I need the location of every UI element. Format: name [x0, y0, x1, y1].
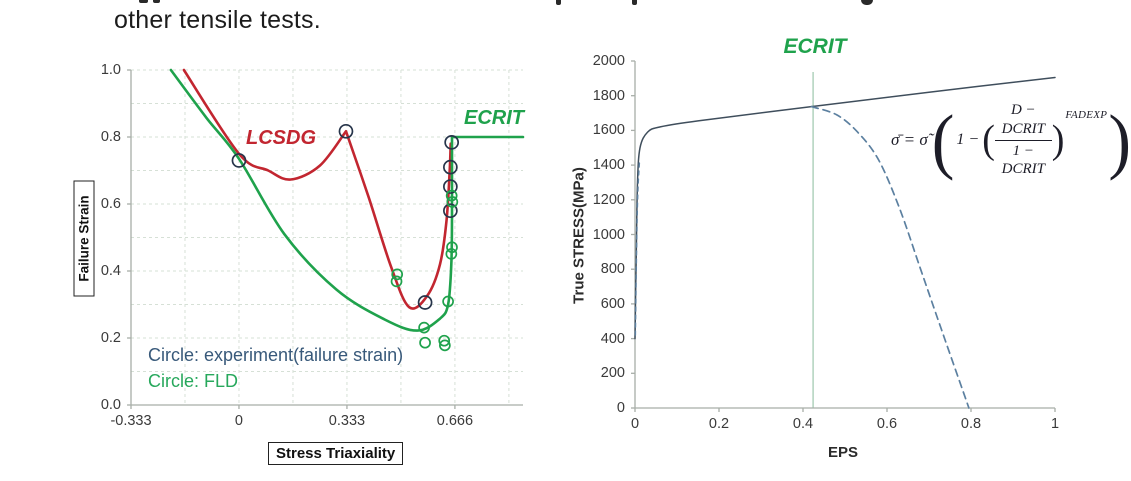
- x-tick-label: 0.8: [960, 416, 982, 432]
- y-tick-label: 0.6: [100, 196, 121, 212]
- fraction-numerator: D − DCRIT: [994, 101, 1052, 141]
- fld-point: [446, 241, 458, 254]
- y-tick-label: 1000: [592, 226, 625, 243]
- inner-close-paren: ): [1051, 117, 1065, 163]
- fld-point: [418, 321, 430, 334]
- cropped-text-remnant: [556, 0, 561, 5]
- x-tick-label: -0.333: [110, 413, 152, 429]
- fraction-denominator: 1 − DCRIT: [1001, 142, 1045, 178]
- ecrit-line-label-right: ECRIT: [783, 35, 847, 58]
- experiment-point: [444, 135, 460, 150]
- inner-open-paren: (: [982, 117, 995, 163]
- ecrit-fld-bound--curve: [169, 68, 525, 332]
- close-paren: ): [1108, 98, 1131, 182]
- experiment-point: [443, 203, 458, 219]
- fld-point: [445, 248, 458, 260]
- experiment-point: [231, 153, 247, 168]
- ecrit-curve-label-left: ECRIT: [464, 107, 524, 129]
- open-paren: (: [931, 98, 955, 182]
- x-tick-label: 1: [1050, 416, 1060, 432]
- lcsdg-curve-label: LCSDG: [246, 127, 316, 149]
- experiment-point: [443, 179, 458, 194]
- y-tick-label: 200: [600, 365, 625, 382]
- formula-fraction: D − DCRIT 1 − DCRIT: [994, 101, 1052, 179]
- formula-lhs: σ̄ = σ̃: [891, 130, 928, 149]
- failure-strain-plot-svg: [127, 68, 525, 409]
- cropped-text-remnant: [632, 0, 637, 5]
- formula-exponent: FADEXP: [1065, 109, 1108, 121]
- x-tick-label: 0.6: [876, 416, 898, 432]
- damage-softening-curve-curve: [810, 105, 970, 409]
- page-title: other tensile tests.: [114, 6, 321, 34]
- formula-one-minus: 1 −: [956, 131, 980, 148]
- experiment-point: [338, 123, 354, 139]
- damage-softening-formula: σ̄ = σ̃ ( 1 − ( D − DCRIT 1 − DCRIT ) FA…: [891, 101, 1131, 179]
- y-tick-label: 0: [616, 400, 625, 416]
- y-tick-label: 0.8: [100, 129, 121, 145]
- y-tick-label: 1600: [592, 122, 625, 139]
- stress-strain-plot-svg: [631, 60, 1056, 412]
- experiment-point: [443, 159, 458, 175]
- cropped-text-remnant: [139, 0, 148, 3]
- y-tick-label: 1400: [592, 157, 625, 174]
- cropped-text-remnant: [153, 0, 160, 3]
- fld-point: [391, 268, 404, 281]
- y-tick-label: 0.4: [100, 263, 121, 279]
- x-tick-label: 0.4: [792, 416, 814, 432]
- fld-point: [446, 196, 459, 208]
- fld-point: [445, 189, 458, 202]
- y-tick-label: 800: [600, 261, 625, 278]
- x-tick-label: 0: [630, 416, 640, 432]
- y-tick-label: 0.0: [100, 397, 121, 413]
- y-tick-label: 1.0: [100, 62, 121, 78]
- x-tick-label: 0.666: [436, 413, 474, 429]
- damage-curve-elastic-overlay-curve: [634, 159, 641, 336]
- y-tick-label: 400: [600, 330, 625, 347]
- cropped-text-remnant: [861, 0, 873, 5]
- x-axis-title-eps: EPS: [827, 444, 858, 461]
- hardening-curve-curve: [634, 76, 1056, 340]
- x-tick-label: 0.333: [328, 413, 366, 429]
- fld-point: [390, 275, 403, 288]
- fld-point: [438, 334, 451, 347]
- y-tick-label: 1200: [592, 191, 625, 208]
- y-tick-label: 1800: [592, 87, 625, 104]
- fld-point: [439, 339, 451, 352]
- lcsdg-curve: [182, 68, 452, 310]
- y-tick-label: 600: [600, 295, 625, 312]
- fld-point: [419, 336, 431, 349]
- experiment-point: [417, 295, 433, 310]
- legend-experiment: Circle: experiment(failure strain): [148, 345, 404, 365]
- y-tick-label: 0.2: [100, 330, 121, 346]
- y-tick-label: 2000: [592, 53, 625, 69]
- fld-point: [442, 295, 454, 308]
- legend-fld: Circle: FLD: [148, 371, 239, 391]
- x-tick-label: 0.2: [708, 416, 730, 432]
- x-tick-label: 0: [234, 413, 243, 429]
- x-axis-title-stress-triaxiality: Stress Triaxiality: [268, 442, 404, 465]
